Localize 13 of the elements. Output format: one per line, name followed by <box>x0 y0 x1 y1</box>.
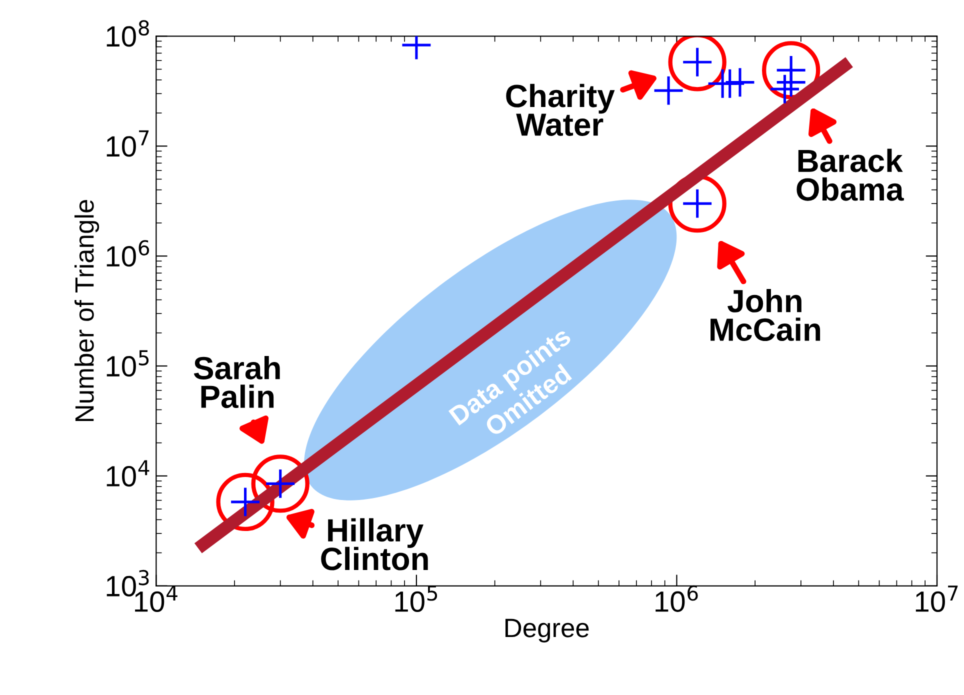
x-axis-title: Degree <box>505 618 589 643</box>
y-tick-label: 10$^{7}$ <box>106 130 149 157</box>
x-tick-label: 10$^{7}$ <box>916 586 958 612</box>
annotation: Hillary Clinton <box>321 518 428 570</box>
y-tick-label: 10$^{4}$ <box>106 460 150 487</box>
annotation: Charity Water <box>506 84 615 136</box>
annotation: John McCain <box>710 288 820 342</box>
y-tick-label: 10$^{6}$ <box>106 240 150 267</box>
annotation: Barack Obama <box>796 148 904 201</box>
y-axis-title: Number of Triangle <box>74 200 100 422</box>
annotation: Sarah Palin <box>194 356 280 408</box>
y-tick-label: 10$^{8}$ <box>106 20 149 47</box>
y-tick-label: 10$^{5}$ <box>106 350 149 377</box>
